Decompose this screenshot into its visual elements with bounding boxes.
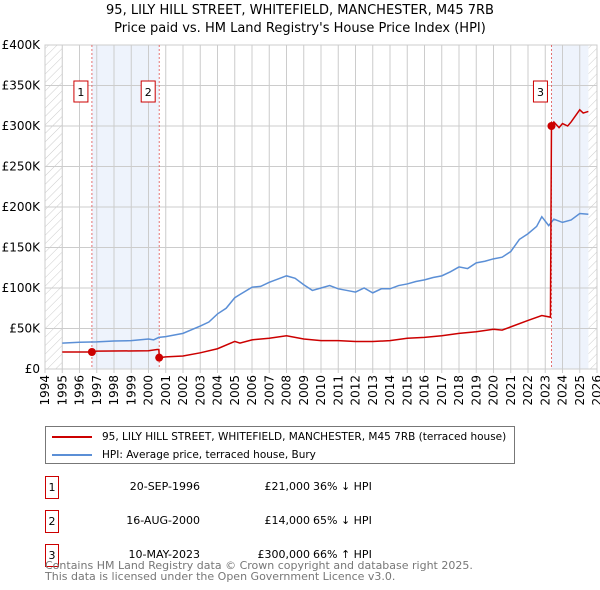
legend-property: 95, LILY HILL STREET, WHITEFIELD, MANCHE… [102, 431, 507, 443]
y-tick-label: £350K [2, 79, 42, 93]
legend-blue-line [52, 454, 92, 456]
footer: Contains HM Land Registry data © Crown c… [45, 560, 473, 582]
sale-date: 20-SEP-1996 [129, 480, 200, 493]
sale-row: 2 16-AUG-2000 £14,000 65% ↓ HPI [45, 510, 445, 533]
sale-price: £21,000 [264, 480, 311, 493]
x-tick-label: 2023 [538, 375, 552, 406]
sale-marker: 3 [45, 544, 59, 567]
sale-row: 3 10-MAY-2023 £300,000 66% ↑ HPI [45, 544, 445, 567]
x-tick-label: 2008 [280, 375, 294, 406]
sale-price: £300,000 [257, 548, 311, 561]
x-tick-label: 2012 [349, 375, 363, 406]
x-tick-label: 2020 [487, 375, 501, 406]
chart-subtitle: Price paid vs. HM Land Registry's House … [114, 21, 486, 36]
x-tick-label: 2016 [418, 375, 432, 406]
sale-marker: 1 [45, 476, 59, 499]
y-tick-label: £250K [2, 160, 42, 174]
sale-label-box [140, 80, 156, 103]
legend-hpi: HPI: Average price, terraced house, Bury [102, 449, 316, 461]
y-tick-label: £150K [2, 241, 42, 255]
sale-label: 2 [145, 86, 152, 99]
x-tick-label: 2004 [211, 375, 225, 406]
x-tick-label: 2019 [469, 375, 483, 406]
x-tick-label: 2013 [366, 375, 380, 406]
sale-label-box [73, 80, 89, 103]
x-tick-label: 1997 [90, 375, 104, 406]
x-tick-label: 1994 [38, 375, 52, 406]
line-chart: 1994 1995 1996 1997 1998 1999 2000 2001 2002 2003… [2, 38, 600, 406]
legend: 95, LILY HILL STREET, WHITEFIELD, MANCHE… [45, 426, 515, 464]
sale-price: £14,000 [264, 514, 311, 527]
x-tick-label: 2014 [383, 375, 397, 406]
x-tick-label: 2011 [331, 375, 345, 406]
sale-marker: 2 [45, 510, 59, 533]
y-tick-label: £300K [2, 119, 42, 133]
footer-line-1: Contains HM Land Registry data © Crown c… [45, 559, 473, 572]
x-tick-label: 1996 [73, 375, 87, 406]
legend-red-line [52, 436, 92, 438]
sale-point [547, 122, 556, 130]
x-tick-label: 2024 [556, 375, 570, 406]
sale-point [87, 347, 96, 356]
x-tick-label: 2022 [521, 375, 535, 406]
x-tick-label: 2021 [504, 375, 518, 406]
x-tick-label: 2003 [193, 375, 207, 406]
footer-line-2: This data is licensed under the Open Gov… [45, 570, 396, 583]
x-tick-label: 2006 [245, 375, 259, 406]
x-tick-label: 2026 [590, 375, 600, 406]
sale-point [155, 353, 164, 362]
y-tick-label: £200K [2, 200, 42, 214]
sale-row: 1 20-SEP-1996 £21,000 36% ↓ HPI [45, 476, 445, 499]
chart-title: 95, LILY HILL STREET, WHITEFIELD, MANCHE… [106, 3, 494, 18]
x-tick-label: 2002 [176, 375, 190, 406]
sale-hpi-diff: 66% ↑ HPI [313, 548, 372, 561]
x-tick-label: 2000 [142, 375, 156, 406]
x-tick-label: 2018 [452, 375, 466, 406]
series-line [62, 108, 589, 359]
x-tick-label: 2001 [159, 375, 173, 406]
x-tick-label: 1999 [124, 375, 138, 406]
x-tick-label: 2009 [297, 375, 311, 406]
y-tick-label: £0 [25, 362, 40, 376]
x-tick-label: 2017 [435, 375, 449, 406]
sale-date: 16-AUG-2000 [126, 514, 200, 527]
sale-label: 1 [77, 86, 84, 99]
y-tick-label: £50K [9, 322, 41, 336]
x-tick-label: 2025 [573, 375, 587, 406]
series-line [62, 212, 589, 344]
x-tick-label: 2005 [228, 375, 242, 406]
x-tick-label: 1995 [55, 375, 69, 406]
sale-label: 3 [537, 86, 544, 99]
y-tick-label: £400K [2, 38, 42, 52]
sale-date: 10-MAY-2023 [128, 548, 200, 561]
x-tick-label: 2007 [262, 375, 276, 406]
x-tick-label: 2015 [400, 375, 414, 406]
sale-hpi-diff: 65% ↓ HPI [313, 514, 372, 527]
sale-label-box [532, 80, 548, 103]
x-tick-label: 1998 [107, 375, 121, 406]
plot-border [44, 44, 598, 370]
x-tick-label: 2010 [314, 375, 328, 406]
y-tick-label: £100K [2, 281, 42, 295]
sale-hpi-diff: 36% ↓ HPI [313, 480, 372, 493]
